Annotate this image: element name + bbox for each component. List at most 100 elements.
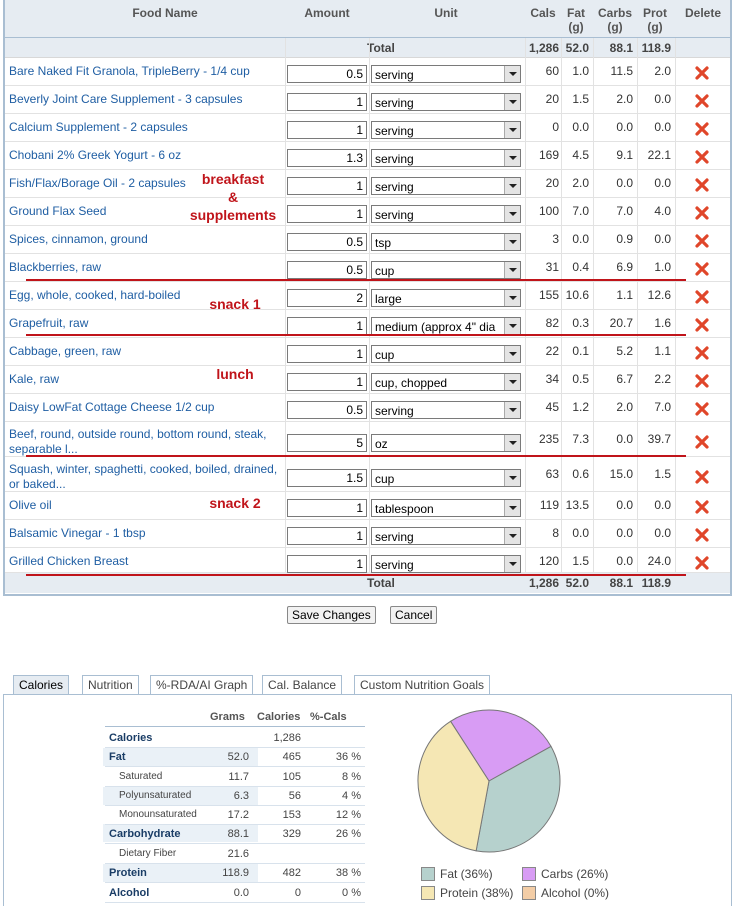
unit-select[interactable]: serving (371, 205, 521, 223)
delete-icon[interactable] (694, 121, 710, 137)
amount-input[interactable] (287, 499, 367, 517)
unit-select[interactable]: tablespoon (371, 499, 521, 517)
save-button[interactable]: Save Changes (287, 606, 376, 624)
food-name-link[interactable]: Grapefruit, raw (9, 316, 89, 330)
tab-calories[interactable]: Calories (13, 675, 70, 695)
unit-select[interactable]: tsp (371, 233, 521, 251)
unit-select[interactable]: medium (approx 4" dia (371, 317, 521, 335)
nutrition-row: Dietary Fiber 21.6 (105, 845, 365, 864)
delete-icon[interactable] (694, 177, 710, 193)
amount-input[interactable] (287, 177, 367, 195)
column-divider (637, 38, 638, 573)
food-row: Cabbage, green, raw cup 22 0.1 5.2 1.1 (5, 338, 730, 366)
amount-input[interactable] (287, 205, 367, 223)
food-name-link[interactable]: Kale, raw (9, 372, 60, 386)
unit-select[interactable]: serving (371, 121, 521, 139)
amount-input[interactable] (287, 555, 367, 573)
food-name-link[interactable]: Beverly Joint Care Supplement - 3 capsul… (9, 92, 243, 106)
unit-select[interactable]: cup (371, 469, 521, 487)
prot-value: 0.0 (654, 176, 671, 190)
food-name-link[interactable]: Chobani 2% Greek Yogurt - 6 oz (9, 148, 182, 162)
delete-icon[interactable] (694, 527, 710, 543)
delete-icon[interactable] (694, 499, 710, 515)
food-name-link[interactable]: Grilled Chicken Breast (9, 554, 129, 568)
delete-icon[interactable] (694, 317, 710, 333)
tab-cal-balance[interactable]: Cal. Balance (262, 675, 343, 695)
amount-input[interactable] (287, 401, 367, 419)
food-name-link[interactable]: Fish/Flax/Borage Oil - 2 capsules (9, 176, 186, 190)
unit-select[interactable]: serving (371, 527, 521, 545)
chevron-down-icon (504, 374, 520, 390)
column-divider (675, 38, 676, 573)
unit-select-value: medium (approx 4" dia (375, 320, 496, 334)
amount-input[interactable] (287, 149, 367, 167)
unit-select[interactable]: large (371, 289, 521, 307)
amount-input[interactable] (287, 93, 367, 111)
amount-input[interactable] (287, 65, 367, 83)
legend-swatch (522, 886, 536, 900)
fat-value: 7.0 (572, 204, 589, 218)
delete-icon[interactable] (694, 289, 710, 305)
unit-select[interactable]: cup, chopped (371, 373, 521, 391)
amount-input[interactable] (287, 121, 367, 139)
tab-rda-graph[interactable]: %-RDA/AI Graph (150, 675, 254, 695)
food-name-link[interactable]: Calcium Supplement - 2 capsules (9, 120, 188, 134)
delete-icon[interactable] (694, 261, 710, 277)
unit-select[interactable]: serving (371, 149, 521, 167)
food-name-link[interactable]: Egg, whole, cooked, hard-boiled (9, 288, 181, 302)
food-name-link[interactable]: Blackberries, raw (9, 260, 102, 274)
cancel-button[interactable]: Cancel (390, 606, 438, 624)
carbs-value: 9.1 (616, 148, 633, 162)
delete-icon[interactable] (694, 401, 710, 417)
chevron-down-icon (504, 346, 520, 362)
delete-icon[interactable] (694, 373, 710, 389)
section-divider (26, 455, 686, 457)
food-name-link[interactable]: Bare Naked Fit Granola, TripleBerry - 1/… (9, 64, 250, 78)
amount-input[interactable] (287, 233, 367, 251)
section-divider (26, 574, 686, 576)
cals-value: 34 (545, 372, 559, 386)
amount-input[interactable] (287, 261, 367, 279)
amount-input[interactable] (287, 469, 367, 487)
chevron-down-icon (504, 234, 520, 250)
food-name-link[interactable]: Olive oil (9, 498, 52, 512)
delete-icon[interactable] (694, 469, 710, 485)
food-name-link[interactable]: Squash, winter, spaghetti, cooked, boile… (9, 462, 278, 491)
delete-icon[interactable] (694, 205, 710, 221)
unit-select[interactable]: serving (371, 401, 521, 419)
amount-input[interactable] (287, 345, 367, 363)
tab-custom-goals[interactable]: Custom Nutrition Goals (354, 675, 491, 695)
carbs-value: 20.7 (609, 316, 633, 330)
delete-icon[interactable] (694, 345, 710, 361)
delete-icon[interactable] (694, 149, 710, 165)
tab-nutrition[interactable]: Nutrition (82, 675, 139, 695)
delete-icon[interactable] (694, 233, 710, 249)
food-name-link[interactable]: Ground Flax Seed (9, 204, 107, 218)
chevron-down-icon (504, 150, 520, 166)
nutrient-pct: 26 % (335, 828, 361, 840)
food-name-link[interactable]: Daisy LowFat Cottage Cheese 1/2 cup (9, 400, 215, 414)
food-row: Bare Naked Fit Granola, TripleBerry - 1/… (5, 58, 730, 86)
amount-input[interactable] (287, 289, 367, 307)
amount-input[interactable] (287, 317, 367, 335)
unit-select[interactable]: cup (371, 261, 521, 279)
food-log-table: Food Name Amount Unit Cals Fat (g) Carbs… (3, 0, 732, 596)
amount-input[interactable] (287, 434, 367, 452)
food-name-link[interactable]: Spices, cinnamon, ground (9, 232, 148, 246)
total-fat: 52.0 (565, 576, 589, 590)
amount-input[interactable] (287, 527, 367, 545)
unit-select[interactable]: serving (371, 93, 521, 111)
amount-input[interactable] (287, 373, 367, 391)
delete-icon[interactable] (694, 93, 710, 109)
food-name-link[interactable]: Beef, round, outside round, bottom round… (9, 427, 267, 456)
food-name-link[interactable]: Cabbage, green, raw (9, 344, 122, 358)
unit-select[interactable]: serving (371, 65, 521, 83)
food-name-link[interactable]: Balsamic Vinegar - 1 tbsp (9, 526, 146, 540)
delete-icon[interactable] (694, 555, 710, 571)
unit-select[interactable]: serving (371, 177, 521, 195)
unit-select[interactable]: oz (371, 434, 521, 452)
delete-icon[interactable] (694, 434, 710, 450)
unit-select[interactable]: serving (371, 555, 521, 573)
delete-icon[interactable] (694, 65, 710, 81)
unit-select[interactable]: cup (371, 345, 521, 363)
